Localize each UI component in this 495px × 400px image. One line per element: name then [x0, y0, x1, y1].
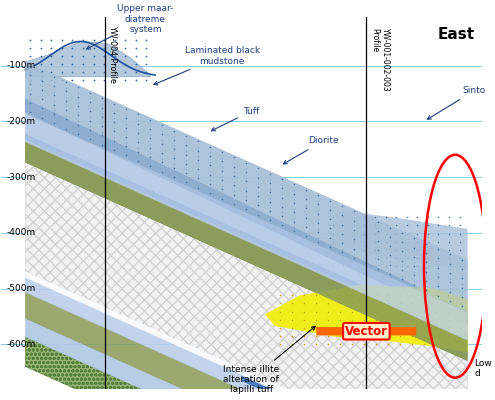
Polygon shape	[25, 162, 467, 400]
Polygon shape	[25, 62, 467, 308]
Text: Diorite: Diorite	[284, 136, 339, 164]
Text: YW-004 Profile: YW-004 Profile	[108, 25, 117, 83]
Text: YW-001-002-003
Profile: YW-001-002-003 Profile	[370, 28, 390, 92]
Text: Upper maar-
diatreme
system: Upper maar- diatreme system	[87, 4, 174, 49]
Polygon shape	[25, 99, 467, 324]
Polygon shape	[242, 376, 376, 400]
Polygon shape	[25, 274, 467, 400]
Text: -100m: -100m	[6, 61, 36, 70]
Text: Laminated black
mudstone: Laminated black mudstone	[154, 46, 260, 85]
Polygon shape	[265, 285, 467, 352]
Polygon shape	[25, 140, 467, 360]
Polygon shape	[25, 162, 467, 400]
Polygon shape	[25, 318, 467, 400]
Polygon shape	[25, 110, 467, 338]
Polygon shape	[25, 337, 467, 400]
Polygon shape	[25, 42, 150, 77]
Text: -500m: -500m	[6, 284, 36, 293]
Text: East: East	[437, 27, 474, 42]
Text: Vector: Vector	[345, 325, 388, 338]
Polygon shape	[25, 62, 467, 312]
Polygon shape	[25, 272, 467, 400]
Text: Sinto: Sinto	[427, 86, 486, 119]
Text: -600m: -600m	[6, 340, 36, 349]
Polygon shape	[25, 142, 467, 360]
Polygon shape	[25, 134, 467, 338]
Polygon shape	[25, 114, 467, 340]
Text: -400m: -400m	[6, 228, 35, 237]
Text: Low
d: Low d	[474, 359, 492, 378]
Text: Intense illite
alteration of
lapilli tuff: Intense illite alteration of lapilli tuf…	[223, 326, 315, 394]
Text: Tuff: Tuff	[211, 107, 259, 131]
Polygon shape	[25, 292, 467, 400]
Text: -300m: -300m	[6, 172, 36, 182]
Text: -200m: -200m	[6, 117, 35, 126]
Polygon shape	[328, 210, 467, 270]
